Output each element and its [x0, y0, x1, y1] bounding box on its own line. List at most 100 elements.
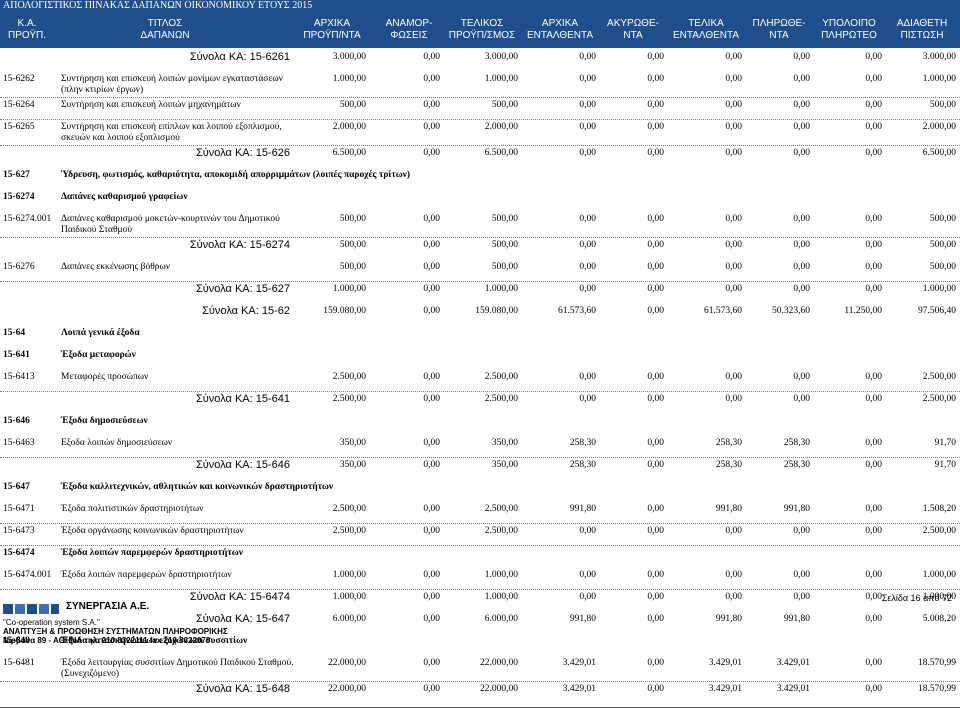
account-title: Έξοδα λοιπών παρεμφερών δραστηριοτήτων: [61, 570, 232, 580]
total-label: Σύνολα ΚΑ: 15-647: [195, 613, 290, 625]
cell-available: 97.506,40: [918, 306, 956, 316]
cell-available: 1.000,00: [922, 284, 956, 294]
cell-final-commitments: 61.573,60: [704, 306, 742, 316]
cell-final-budget: 3.000,00: [484, 52, 518, 62]
cell-final-commitments: 0,00: [725, 52, 742, 62]
row-divider: [0, 545, 960, 546]
account-title: Έξοδα μεταφορών: [61, 350, 136, 360]
cell-paid: 258,30: [783, 438, 810, 448]
account-code: 15-6473: [3, 526, 35, 536]
cell-remaining: 0,00: [865, 100, 882, 110]
cell-available: 1.000,00: [922, 592, 956, 602]
cell-remaining: 0,00: [865, 214, 882, 224]
cell-amendments: 0,00: [423, 74, 440, 84]
cell-remaining: 0,00: [865, 122, 882, 132]
cell-cancelled: 0,00: [647, 122, 664, 132]
col-remaining-header: ΥΠΟΛΟΙΠΟ ΠΛΗΡΩΤΕΟ: [821, 18, 877, 41]
company-address: Νιρβάνα 89 - ΑΘΗΝΑ τηλ. 210 8322111 fax …: [3, 636, 211, 645]
cell-paid: 0,00: [793, 100, 810, 110]
cell-paid: 0,00: [793, 148, 810, 158]
row-divider: [0, 281, 960, 282]
cell-available: 500,00: [929, 262, 956, 272]
cell-cancelled: 0,00: [647, 504, 664, 514]
cell-amendments: 0,00: [423, 122, 440, 132]
cell-final-commitments: 0,00: [725, 372, 742, 382]
cell-amendments: 0,00: [423, 504, 440, 514]
total-label: Σύνολα ΚΑ: 15-648: [195, 683, 290, 695]
account-code: 15-6463: [3, 438, 35, 448]
row-divider: [0, 589, 960, 590]
table-header: Κ.Α. ΠΡΟΫΠ. ΤΙΤΛΟΣ ΔΑΠΑΝΩΝ ΑΡΧΙΚΑ ΠΡΟΫΠ/ΝΤΑ…: [0, 12, 960, 48]
cell-available: 1.000,00: [922, 570, 956, 580]
cell-initial-budget: 1.000,00: [332, 74, 366, 84]
account-title: Συντήρηση και επισκευή επίπλων και λοιπο…: [61, 122, 282, 143]
cell-initial-budget: 500,00: [339, 240, 366, 250]
cell-final-budget: 500,00: [491, 240, 518, 250]
cell-amendments: 0,00: [423, 52, 440, 62]
cell-initial-budget: 1.000,00: [332, 284, 366, 294]
cell-amendments: 0,00: [423, 460, 440, 470]
cell-amendments: 0,00: [423, 614, 440, 624]
cell-paid: 991,80: [783, 504, 810, 514]
cell-final-budget: 2.000,00: [484, 122, 518, 132]
cell-paid: 0,00: [793, 240, 810, 250]
cell-available: 5.008,20: [922, 614, 956, 624]
cell-initial-commitments: 61.573,60: [558, 306, 596, 316]
cell-final-commitments: 0,00: [725, 100, 742, 110]
cell-final-commitments: 3.429,01: [708, 684, 742, 694]
account-title: Έξοδα κατασκηνώσεων εξοχών και συσσιτίων: [61, 636, 248, 646]
cell-initial-budget: 500,00: [339, 214, 366, 224]
total-label: Σύνολα ΚΑ: 15-641: [195, 393, 290, 405]
account-code: 15-646: [3, 416, 30, 426]
cell-final-commitments: 0,00: [725, 122, 742, 132]
cell-initial-commitments: 0,00: [579, 240, 596, 250]
cell-initial-commitments: 0,00: [579, 122, 596, 132]
cell-final-commitments: 0,00: [725, 284, 742, 294]
account-title: Εξοδα λοιπών δημοσιεύσεων: [61, 438, 173, 448]
cell-remaining: 0,00: [865, 684, 882, 694]
cell-paid: 3.429,01: [776, 684, 810, 694]
total-label: Σύνολα ΚΑ: 15-62: [202, 305, 290, 317]
cell-cancelled: 0,00: [647, 684, 664, 694]
cell-paid: 0,00: [793, 74, 810, 84]
cell-final-budget: 2.500,00: [484, 504, 518, 514]
cell-final-budget: 2.500,00: [484, 526, 518, 536]
cell-paid: 0,00: [793, 394, 810, 404]
account-code: 15-648: [3, 636, 30, 646]
cell-amendments: 0,00: [423, 262, 440, 272]
row-divider: [0, 119, 960, 120]
cell-initial-commitments: 258,30: [569, 460, 596, 470]
cell-initial-commitments: 258,30: [569, 438, 596, 448]
cell-paid: 0,00: [793, 570, 810, 580]
cell-amendments: 0,00: [423, 684, 440, 694]
cell-paid: 0,00: [793, 526, 810, 536]
cell-final-budget: 1.000,00: [484, 592, 518, 602]
cell-initial-budget: 350,00: [339, 438, 366, 448]
total-label: Σύνολα ΚΑ: 15-6474: [189, 591, 290, 603]
cell-amendments: 0,00: [423, 394, 440, 404]
col-initial-commitments-header: ΑΡΧΙΚΑ ΕΝΤΑΛΘΕΝΤΑ: [526, 18, 594, 41]
cell-initial-budget: 6.500,00: [332, 148, 366, 158]
company-description: ΑΝΑΠΤΥΞΗ & ΠΡΟΩΘΗΣΗ ΣΥΣΤΗΜΑΤΩΝ ΠΛΗΡΟΦΟΡΙ…: [3, 627, 228, 636]
cell-initial-commitments: 0,00: [579, 284, 596, 294]
cell-final-commitments: 0,00: [725, 592, 742, 602]
account-title: Έξοδα οργάνωσης κοινωνικών δραστηριοτήτω…: [61, 526, 244, 536]
account-title: Έξοδα καλλιτεχνικών, αθλητικών και κοινω…: [61, 482, 334, 492]
cell-paid: 3.429,01: [776, 658, 810, 668]
cell-cancelled: 0,00: [647, 592, 664, 602]
cell-final-commitments: 0,00: [725, 148, 742, 158]
cell-available: 18.570,99: [918, 684, 956, 694]
col-amendments-header: ΑΝΑΜΟΡ- ΦΩΣΕΙΣ: [385, 18, 433, 41]
cell-paid: 0,00: [793, 284, 810, 294]
cell-final-commitments: 258,30: [715, 438, 742, 448]
cell-available: 500,00: [929, 100, 956, 110]
cell-initial-budget: 6.000,00: [332, 614, 366, 624]
cell-available: 2.000,00: [922, 122, 956, 132]
account-title: Συντήρηση και επισκευή λοιπών μονίμων εγ…: [61, 74, 283, 95]
cell-initial-budget: 500,00: [339, 262, 366, 272]
cell-paid: 0,00: [793, 122, 810, 132]
account-title: Μεταφορές προσώπων: [61, 372, 149, 382]
cell-initial-budget: 2.000,00: [332, 122, 366, 132]
cell-cancelled: 0,00: [647, 570, 664, 580]
cell-available: 2.500,00: [922, 526, 956, 536]
